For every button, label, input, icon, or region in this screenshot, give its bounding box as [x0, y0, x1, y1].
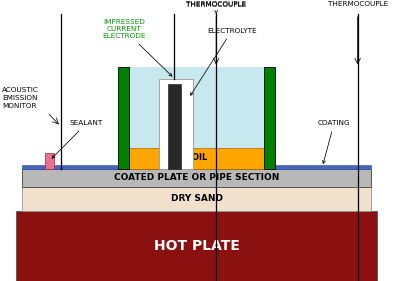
Text: THERMOCOUPLE: THERMOCOUPLE	[186, 3, 246, 14]
Text: SOIL: SOIL	[186, 153, 207, 162]
Text: HOT PLATE: HOT PLATE	[154, 239, 239, 253]
Text: THERMOCOUPLE: THERMOCOUPLE	[186, 1, 246, 7]
Bar	[45, 153, 54, 169]
Text: COATED PLATE OR PIPE SECTION: COATED PLATE OR PIPE SECTION	[114, 173, 279, 182]
Text: DRY SAND: DRY SAND	[171, 194, 222, 203]
Bar	[22, 187, 371, 211]
Text: ACOUSTIC
EMISSION
MONITOR: ACOUSTIC EMISSION MONITOR	[2, 87, 39, 109]
Bar	[168, 84, 181, 169]
Bar	[127, 148, 266, 169]
Bar	[22, 169, 371, 187]
Bar	[22, 165, 371, 169]
Bar	[129, 67, 264, 169]
Text: SEALANT: SEALANT	[52, 121, 103, 158]
Text: THERMOCOUPLE: THERMOCOUPLE	[327, 1, 388, 7]
Text: ELECTROLYTE: ELECTROLYTE	[191, 28, 257, 95]
Bar	[264, 67, 275, 169]
Text: COATING: COATING	[318, 121, 351, 164]
Bar	[159, 79, 193, 169]
Bar	[118, 67, 129, 169]
Text: IMPRESSED
CURRENT
ELECTRODE: IMPRESSED CURRENT ELECTRODE	[102, 19, 172, 76]
Bar	[16, 211, 377, 281]
